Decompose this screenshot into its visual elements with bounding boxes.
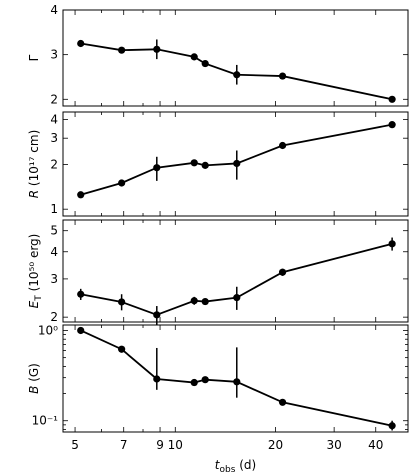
y-axis-title: R (10¹⁷ cm) — [27, 130, 41, 199]
panel-2: 1 2 3 4 R (10¹⁷ cm) — [27, 111, 409, 217]
y-tick-label: 10⁻¹ — [32, 414, 59, 428]
x-axis-title: tobs (d) — [215, 458, 256, 475]
data-point — [233, 71, 241, 79]
data-point — [233, 378, 241, 386]
x-tick-label: 40 — [368, 438, 383, 452]
y-tick-label: 2 — [50, 92, 58, 106]
x-tick-label: 9 — [156, 438, 164, 452]
data-point — [388, 240, 396, 248]
x-tick-label: 10 — [168, 438, 183, 452]
data-point — [77, 39, 85, 48]
y-tick-label: 2 — [50, 310, 58, 324]
y-tick-label: 3 — [50, 272, 58, 286]
data-point — [201, 297, 209, 306]
data-point — [153, 164, 161, 172]
x-tick-label: 7 — [120, 438, 128, 452]
y-tick-label: 3 — [50, 131, 58, 145]
series-line — [80, 329, 393, 427]
data-point — [153, 375, 161, 383]
data-point — [233, 159, 241, 168]
data-point — [388, 121, 396, 129]
y-axis-title: B (G) — [27, 363, 41, 394]
data-point — [190, 378, 198, 387]
y-tick-label: 3 — [50, 48, 58, 62]
series-line — [80, 123, 393, 196]
data-point — [278, 141, 287, 150]
data-point — [233, 294, 241, 302]
x-tick-label: 20 — [268, 438, 283, 452]
data-point — [153, 311, 161, 319]
panel-1: 2 3 4 Γ — [27, 3, 409, 107]
data-point — [190, 159, 198, 167]
data-point — [388, 95, 396, 103]
data-point — [278, 268, 287, 276]
data-point — [190, 297, 198, 305]
y-tick-label: 1 — [50, 202, 58, 216]
y-tick-label: 4 — [50, 3, 58, 17]
x-tick-label: 5 — [71, 438, 79, 452]
data-point — [278, 398, 287, 406]
panel-frame — [62, 219, 409, 323]
data-point — [190, 53, 198, 61]
data-point — [118, 298, 126, 306]
y-tick-label: 4 — [50, 113, 58, 127]
x-tick-label: 30 — [326, 438, 341, 452]
series-line — [80, 242, 393, 316]
data-point — [153, 45, 161, 53]
y-tick-label: 10⁰ — [38, 323, 58, 337]
data-point — [118, 345, 126, 353]
y-tick-label: 4 — [50, 245, 58, 259]
y-tick-label: 5 — [50, 224, 58, 238]
data-point — [201, 376, 209, 384]
y-tick-label: 2 — [50, 157, 58, 171]
panel-3: 2 3 4 5 ET (10⁵⁰ erg) — [27, 219, 409, 325]
panel-4: 10⁻¹ 10⁰ B (G) — [27, 323, 409, 433]
y-axis-title: ET (10⁵⁰ erg) — [27, 234, 44, 309]
y-axis-title: Γ — [27, 54, 41, 61]
data-point — [77, 290, 85, 298]
data-point — [77, 326, 85, 335]
panel-frame — [62, 9, 409, 107]
panel-frame — [62, 111, 409, 217]
data-point — [118, 179, 126, 187]
data-point — [118, 46, 126, 54]
data-point — [201, 59, 209, 68]
panel-frame — [62, 324, 409, 433]
series-line — [80, 42, 393, 101]
data-point — [388, 422, 396, 430]
data-point — [201, 161, 209, 169]
data-point — [278, 72, 287, 80]
data-point — [77, 191, 85, 199]
